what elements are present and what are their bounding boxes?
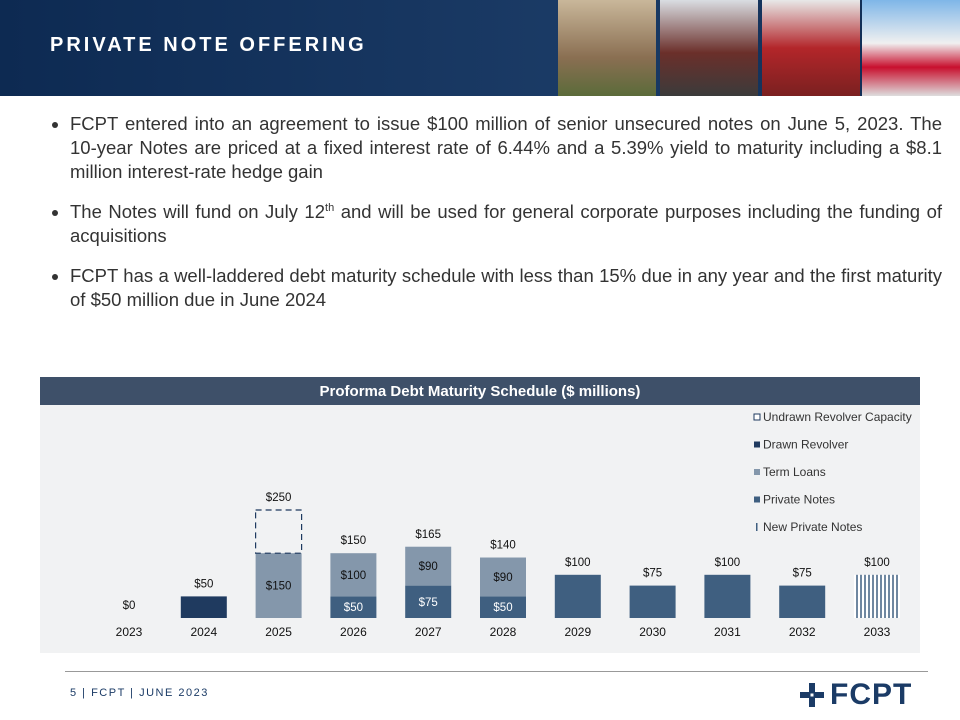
segment-label: $100	[341, 570, 367, 582]
photo	[660, 0, 758, 96]
bar-segment	[405, 585, 452, 618]
legend-swatch	[754, 469, 760, 475]
photo	[558, 0, 656, 96]
bullet-text: FCPT entered into an agreement to issue …	[70, 113, 942, 182]
logo-mark	[800, 683, 824, 707]
x-tick-label: 2033	[864, 625, 891, 639]
bar-segment	[255, 553, 302, 618]
total-label: $0	[123, 600, 136, 612]
total-label: $100	[715, 557, 741, 569]
header: PRIVATE NOTE OFFERING	[0, 0, 960, 96]
x-tick-label: 2032	[789, 625, 816, 639]
bullet-text: The Notes will fund on July 12	[70, 201, 326, 222]
bar-segment	[180, 596, 227, 618]
bar-segment	[480, 557, 526, 597]
bar-segment	[255, 509, 303, 554]
legend-label: Drawn Revolver	[763, 438, 848, 452]
bullet: FCPT entered into an agreement to issue …	[70, 112, 942, 184]
superscript: th	[325, 201, 335, 214]
total-label: $50	[194, 578, 213, 590]
legend-swatch	[753, 413, 761, 421]
chart: Proforma Debt Maturity Schedule ($ milli…	[40, 377, 920, 653]
x-tick-label: 2029	[564, 625, 591, 639]
segment-label: $90	[419, 561, 438, 573]
bar-segment	[330, 553, 377, 597]
legend-swatch	[754, 496, 760, 503]
legend-swatch	[756, 523, 758, 531]
total-label: $150	[341, 535, 367, 547]
x-tick-label: 2024	[190, 625, 217, 639]
x-tick-label: 2025	[265, 625, 292, 639]
bullet: The Notes will fund on July 12th and wil…	[70, 200, 942, 248]
title: PRIVATE NOTE OFFERING	[50, 34, 367, 56]
logo: FCPT	[830, 678, 913, 711]
total-label: $100	[864, 557, 890, 569]
bar-segment	[854, 574, 900, 618]
bar-segment	[405, 546, 452, 586]
x-tick-label: 2028	[490, 625, 517, 639]
x-tick-label: 2031	[714, 625, 741, 639]
total-label: $75	[643, 568, 662, 580]
photo	[862, 0, 960, 96]
bar-segment	[554, 574, 601, 618]
segment-label: $50	[344, 602, 363, 614]
total-label: $250	[266, 492, 292, 504]
total-label: $165	[415, 529, 441, 541]
footer-rule	[65, 671, 928, 672]
bullet: FCPT has a well-laddered debt maturity s…	[70, 264, 942, 312]
bullet-list: FCPT entered into an agreement to issue …	[40, 112, 942, 328]
legend-label: New Private Notes	[763, 520, 862, 534]
bullet-text: and will be used for general corporate p…	[70, 201, 942, 246]
legend-label: Term Loans	[763, 465, 826, 479]
chart-title: Proforma Debt Maturity Schedule ($ milli…	[320, 383, 641, 400]
x-tick-label: 2026	[340, 625, 367, 639]
segment-label: $50	[493, 602, 512, 614]
total-label: $100	[565, 557, 591, 569]
bar-segment	[629, 585, 676, 618]
bar-segment	[704, 574, 751, 618]
bar-segment	[330, 596, 377, 618]
x-tick-label: 2030	[639, 625, 666, 639]
legend-label: Private Notes	[763, 493, 835, 507]
legend-label: Undrawn Revolver Capacity	[763, 410, 912, 424]
bullet-text: FCPT has a well-laddered debt maturity s…	[70, 265, 942, 310]
x-tick-label: 2023	[116, 625, 143, 639]
segment-label: $75	[419, 597, 438, 609]
segment-label: $150	[266, 581, 292, 593]
legend-swatch	[754, 441, 760, 448]
total-label: $140	[490, 540, 516, 552]
photo	[762, 0, 860, 96]
footer-text: 5 | FCPT | JUNE 2023	[70, 687, 209, 699]
chart-title-bar	[40, 377, 920, 405]
bar-segment	[480, 596, 526, 618]
segment-label: $90	[493, 572, 512, 584]
total-label: $75	[793, 568, 812, 580]
x-tick-label: 2027	[415, 625, 442, 639]
bar-segment	[779, 585, 826, 618]
